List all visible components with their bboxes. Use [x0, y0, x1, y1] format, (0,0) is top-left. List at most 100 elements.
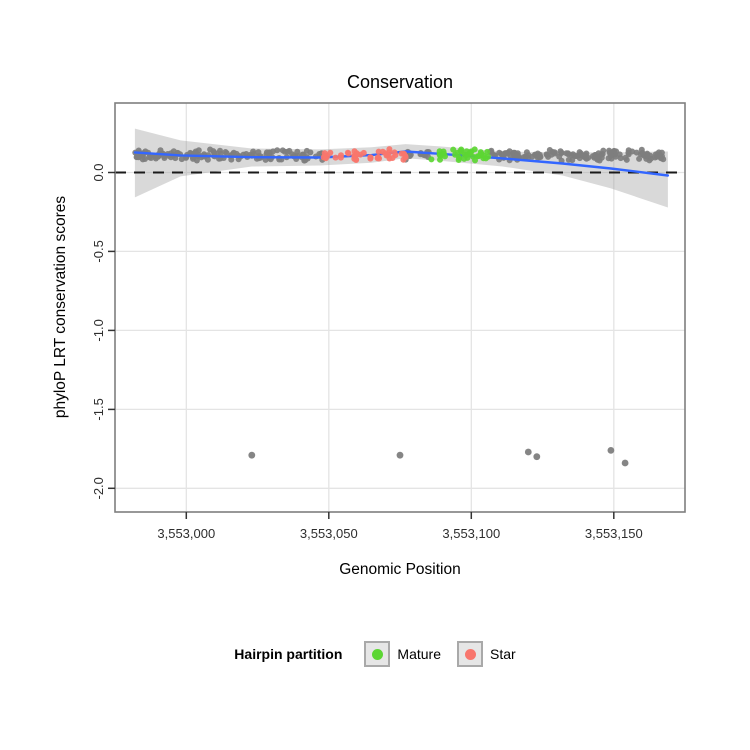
- score-point: [506, 148, 513, 155]
- score-point: [307, 149, 314, 156]
- score-point: [255, 149, 262, 156]
- partition-point-star: [391, 149, 398, 156]
- y-tick-label: -0.5: [91, 240, 106, 262]
- score-point: [222, 149, 229, 155]
- legend-label-star: Star: [490, 646, 516, 662]
- confidence-ribbon: [134, 128, 668, 208]
- score-point: [552, 150, 558, 157]
- score-point: [580, 153, 587, 160]
- score-point: [636, 155, 643, 162]
- x-tick-label: 3,553,000: [157, 526, 215, 541]
- y-tick-label: -2.0: [91, 477, 106, 499]
- score-point: [606, 147, 613, 154]
- score-point: [190, 155, 196, 162]
- score-point: [299, 151, 306, 158]
- score-point: [529, 153, 536, 160]
- score-point: [643, 153, 650, 160]
- y-tick-label: 0.0: [91, 163, 106, 181]
- x-tick-label: 3,553,150: [585, 526, 643, 541]
- partition-point-star: [327, 149, 334, 156]
- score-point: [557, 148, 564, 155]
- score-point: [595, 150, 602, 157]
- partition-point-star: [354, 151, 361, 158]
- score-point: [507, 153, 514, 159]
- score-point: [134, 154, 141, 161]
- gridlines: [115, 103, 685, 512]
- partition-point-star: [345, 150, 352, 157]
- partition-point-mature: [484, 148, 491, 155]
- outlier-point: [533, 453, 541, 461]
- partition-point-star: [398, 150, 405, 157]
- score-point: [563, 150, 570, 157]
- legend: Hairpin partition Mature Star: [0, 641, 750, 667]
- score-point: [623, 156, 630, 163]
- outlier-point: [524, 448, 532, 456]
- partition-point-star: [332, 154, 339, 161]
- legend-item-star: Star: [457, 641, 516, 667]
- partition-point-mature: [441, 150, 447, 157]
- partition-point-mature: [450, 146, 457, 153]
- score-point: [596, 157, 603, 164]
- outlier-point: [607, 447, 615, 454]
- outlier-point: [621, 459, 629, 467]
- partition-point-mature: [467, 150, 474, 156]
- score-point: [611, 147, 618, 154]
- score-point: [625, 147, 632, 154]
- y-tick-label: -1.5: [91, 398, 106, 420]
- partition-point-star: [353, 157, 360, 163]
- score-point: [658, 155, 664, 162]
- chart-title: Conservation: [346, 72, 454, 92]
- score-point: [544, 151, 551, 158]
- partition-point-star: [337, 154, 344, 161]
- star-color-dot: [464, 648, 476, 660]
- score-point: [152, 155, 159, 162]
- score-point: [279, 147, 286, 154]
- score-point: [633, 149, 640, 156]
- partition-point-mature: [428, 156, 435, 163]
- mature-color-dot: [371, 648, 383, 660]
- confidence-band: [134, 128, 668, 208]
- axes: 3,553,000 3,553,050 3,553,100 3,553,150 0.0 -…: [91, 163, 643, 541]
- partition-points: [320, 146, 492, 164]
- partition-point-mature: [461, 155, 468, 162]
- partition-point-star: [386, 149, 393, 156]
- score-point: [605, 155, 612, 162]
- score-point: [536, 154, 543, 161]
- score-point: [523, 149, 530, 156]
- score-point: [178, 156, 185, 163]
- score-point: [565, 156, 572, 163]
- score-point: [286, 147, 293, 154]
- panel-background: [115, 103, 685, 512]
- x-axis-title: Genomic Position: [339, 561, 461, 578]
- score-point: [407, 151, 414, 158]
- outlier-points: [248, 447, 629, 467]
- score-point: [589, 153, 596, 160]
- partition-point-mature: [474, 153, 481, 160]
- partition-point-mature: [477, 149, 484, 156]
- partition-point-star: [367, 154, 374, 161]
- legend-item-mature: Mature: [364, 641, 441, 667]
- score-point: [556, 153, 563, 160]
- partition-point-mature: [456, 154, 463, 161]
- score-point: [576, 152, 582, 159]
- score-point: [655, 149, 662, 156]
- outlier-point: [396, 451, 404, 459]
- partition-point-star: [374, 155, 381, 162]
- panel-border: [114, 102, 686, 513]
- partition-point-star: [322, 155, 329, 162]
- legend-label-mature: Mature: [397, 646, 441, 662]
- partition-point-mature: [485, 153, 492, 160]
- x-tick-label: 3,553,100: [442, 526, 500, 541]
- y-tick-label: -1.0: [91, 319, 106, 341]
- partition-point-star: [389, 155, 396, 161]
- score-point: [172, 155, 179, 162]
- outlier-point: [248, 451, 256, 459]
- score-point: [625, 151, 632, 158]
- partition-point-star: [400, 156, 407, 163]
- score-point: [546, 147, 553, 153]
- partition-point-mature: [437, 156, 443, 163]
- legend-key-star: [457, 641, 483, 667]
- x-tick-label: 3,553,050: [300, 526, 358, 541]
